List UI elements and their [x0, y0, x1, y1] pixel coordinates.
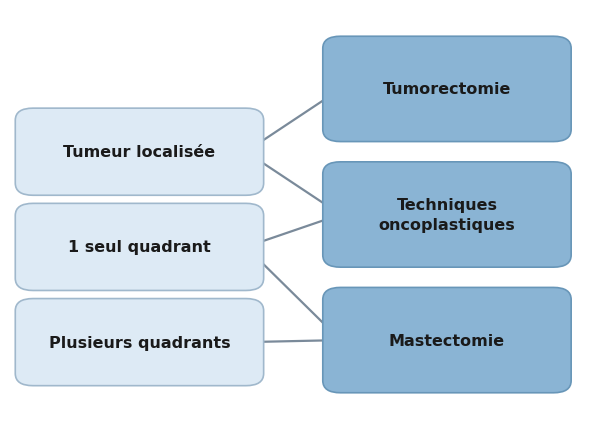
FancyBboxPatch shape [15, 204, 264, 291]
Text: Techniques
oncoplastiques: Techniques oncoplastiques [379, 198, 516, 232]
Text: Tumeur localisée: Tumeur localisée [63, 145, 216, 160]
Text: Mastectomie: Mastectomie [389, 333, 505, 348]
FancyBboxPatch shape [323, 288, 571, 393]
FancyBboxPatch shape [323, 37, 571, 142]
FancyBboxPatch shape [323, 163, 571, 267]
Text: Plusieurs quadrants: Plusieurs quadrants [49, 335, 230, 350]
Text: Tumorectomie: Tumorectomie [383, 82, 511, 97]
FancyBboxPatch shape [15, 299, 264, 386]
Text: 1 seul quadrant: 1 seul quadrant [68, 240, 211, 255]
FancyBboxPatch shape [15, 109, 264, 196]
